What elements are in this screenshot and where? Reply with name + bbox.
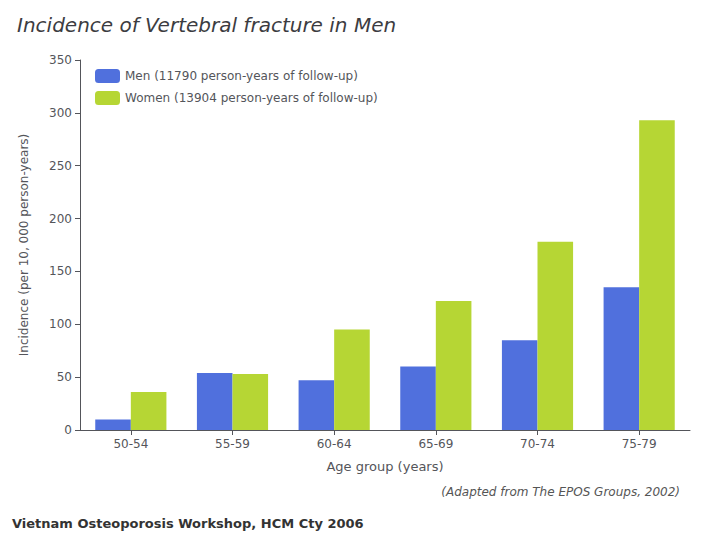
svg-text:Incidence of Vertebral fractur: Incidence of Vertebral fracture in Men — [17, 13, 396, 37]
svg-text:300: 300 — [49, 106, 72, 120]
svg-text:250: 250 — [49, 159, 72, 173]
svg-text:Incidence (per 10, 000 person-: Incidence (per 10, 000 person-years) — [17, 134, 31, 356]
svg-text:55-59: 55-59 — [215, 437, 250, 451]
svg-text:70-74: 70-74 — [520, 437, 555, 451]
svg-text:60-64: 60-64 — [317, 437, 352, 451]
svg-text:150: 150 — [49, 264, 72, 278]
svg-text:Vietnam Osteoporosis Workshop,: Vietnam Osteoporosis Workshop, HCM Cty 2… — [12, 516, 364, 531]
svg-text:50: 50 — [57, 370, 72, 384]
svg-text:0: 0 — [64, 423, 72, 437]
svg-text:Age group (years): Age group (years) — [326, 459, 443, 474]
svg-text:(Adapted from The EPOS Groups,: (Adapted from The EPOS Groups, 2002) — [441, 485, 680, 499]
svg-text:50-54: 50-54 — [113, 437, 148, 451]
svg-text:65-69: 65-69 — [418, 437, 453, 451]
svg-text:Men (11790 person-years of fol: Men (11790 person-years of follow-up) — [125, 69, 358, 83]
svg-text:350: 350 — [49, 53, 72, 67]
svg-text:100: 100 — [49, 317, 72, 331]
svg-text:Women (13904 person-years of f: Women (13904 person-years of follow-up) — [125, 91, 378, 105]
svg-text:200: 200 — [49, 212, 72, 226]
svg-text:75-79: 75-79 — [622, 437, 657, 451]
